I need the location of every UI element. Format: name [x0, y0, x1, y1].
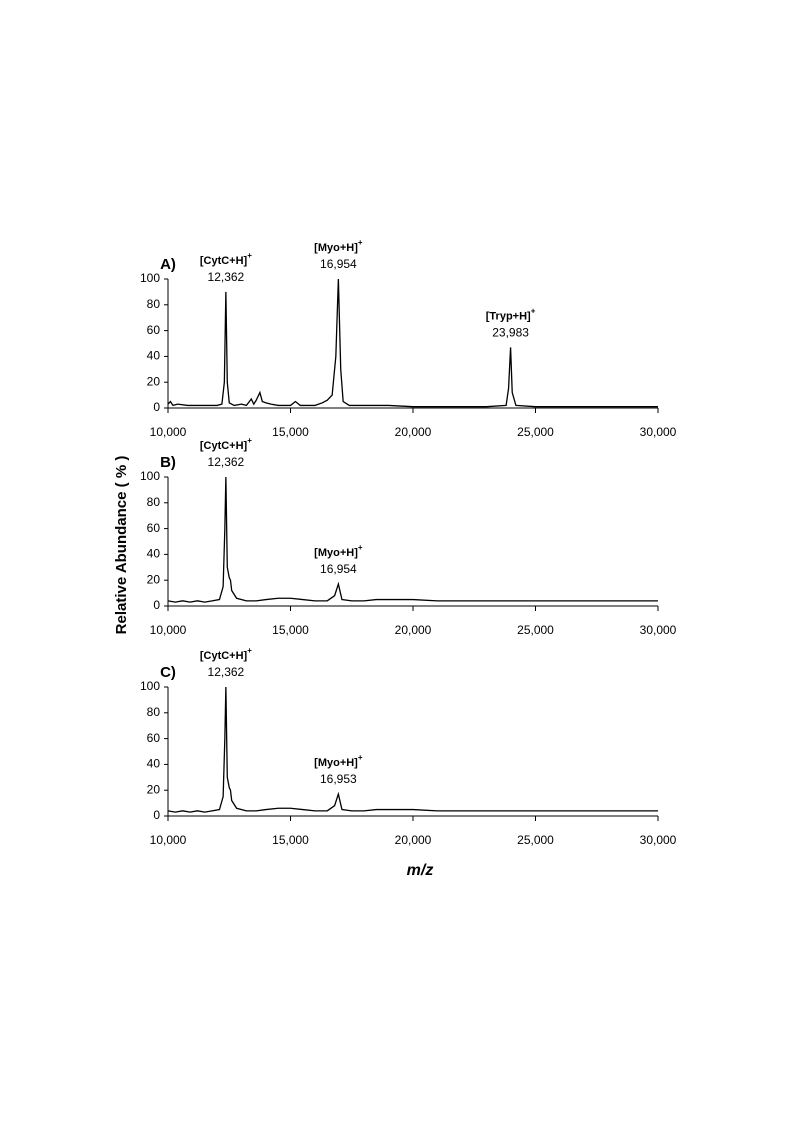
peak-mass: 23,983 — [492, 326, 529, 340]
x-tick-label: 10,000 — [150, 425, 187, 439]
peak-mass: 12,362 — [208, 665, 245, 679]
peak-mass: 12,362 — [208, 270, 245, 284]
x-tick-label: 20,000 — [395, 425, 432, 439]
peak-ion: [CytC+H] — [200, 255, 248, 267]
y-tick-label: 40 — [147, 349, 161, 363]
peak-mass: 16,954 — [320, 562, 357, 576]
y-tick-label: 100 — [140, 469, 160, 483]
peak-label: [CytC+H]+ — [200, 646, 252, 662]
y-tick-label: 100 — [140, 271, 160, 285]
panel-label: B) — [160, 454, 176, 471]
peak-charge: + — [358, 238, 363, 247]
peak-ion: [Myo+H] — [314, 757, 358, 769]
y-tick-label: 80 — [147, 297, 161, 311]
peak-mass: 12,362 — [208, 455, 245, 469]
x-tick-label: 15,000 — [272, 833, 309, 847]
y-tick-label: 60 — [147, 323, 161, 337]
y-tick-label: 60 — [147, 521, 161, 535]
peak-ion: [Tryp+H] — [486, 310, 531, 322]
y-tick-label: 0 — [153, 808, 160, 822]
peak-charge: + — [531, 306, 536, 315]
peak-mass: 16,954 — [320, 257, 357, 271]
x-tick-label: 25,000 — [517, 833, 554, 847]
y-tick-label: 0 — [153, 400, 160, 414]
x-tick-label: 30,000 — [640, 623, 677, 637]
x-tick-label: 25,000 — [517, 425, 554, 439]
y-tick-label: 100 — [140, 679, 160, 693]
y-tick-label: 20 — [147, 782, 161, 796]
y-tick-label: 20 — [147, 572, 161, 586]
x-axis-label: m/z — [407, 862, 434, 879]
y-tick-label: 0 — [153, 598, 160, 612]
panel-label: A) — [160, 256, 176, 273]
peak-label: [CytC+H]+ — [200, 251, 252, 267]
peak-charge: + — [247, 646, 252, 655]
spectrum-line — [167, 476, 658, 603]
peak-charge: + — [358, 753, 363, 762]
spectrum-line — [167, 278, 658, 408]
peak-mass: 16,953 — [320, 772, 357, 786]
peak-ion: [Myo+H] — [314, 242, 358, 254]
peak-charge: + — [358, 543, 363, 552]
x-tick-label: 15,000 — [272, 623, 309, 637]
peak-ion: [CytC+H] — [200, 650, 248, 662]
y-tick-label: 40 — [147, 757, 161, 771]
x-tick-label: 15,000 — [272, 425, 309, 439]
peak-label: [Tryp+H]+ — [486, 306, 536, 322]
peak-ion: [CytC+H] — [200, 440, 248, 452]
y-tick-label: 20 — [147, 374, 161, 388]
y-tick-label: 60 — [147, 731, 161, 745]
spectrum-line — [167, 686, 658, 813]
peak-charge: + — [247, 251, 252, 260]
y-tick-label: 80 — [147, 705, 161, 719]
peak-label: [Myo+H]+ — [314, 238, 363, 254]
y-tick-label: 40 — [147, 547, 161, 561]
y-axis-label: Relative Abundance ( % ) — [113, 456, 130, 635]
x-tick-label: 10,000 — [150, 623, 187, 637]
x-tick-label: 20,000 — [395, 833, 432, 847]
peak-charge: + — [247, 436, 252, 445]
peak-label: [CytC+H]+ — [200, 436, 252, 452]
x-tick-label: 20,000 — [395, 623, 432, 637]
x-tick-label: 30,000 — [640, 425, 677, 439]
panel-label: C) — [160, 664, 176, 681]
y-tick-label: 80 — [147, 495, 161, 509]
peak-ion: [Myo+H] — [314, 547, 358, 559]
peak-label: [Myo+H]+ — [314, 753, 363, 769]
x-tick-label: 30,000 — [640, 833, 677, 847]
peak-label: [Myo+H]+ — [314, 543, 363, 559]
x-tick-label: 25,000 — [517, 623, 554, 637]
x-tick-label: 10,000 — [150, 833, 187, 847]
